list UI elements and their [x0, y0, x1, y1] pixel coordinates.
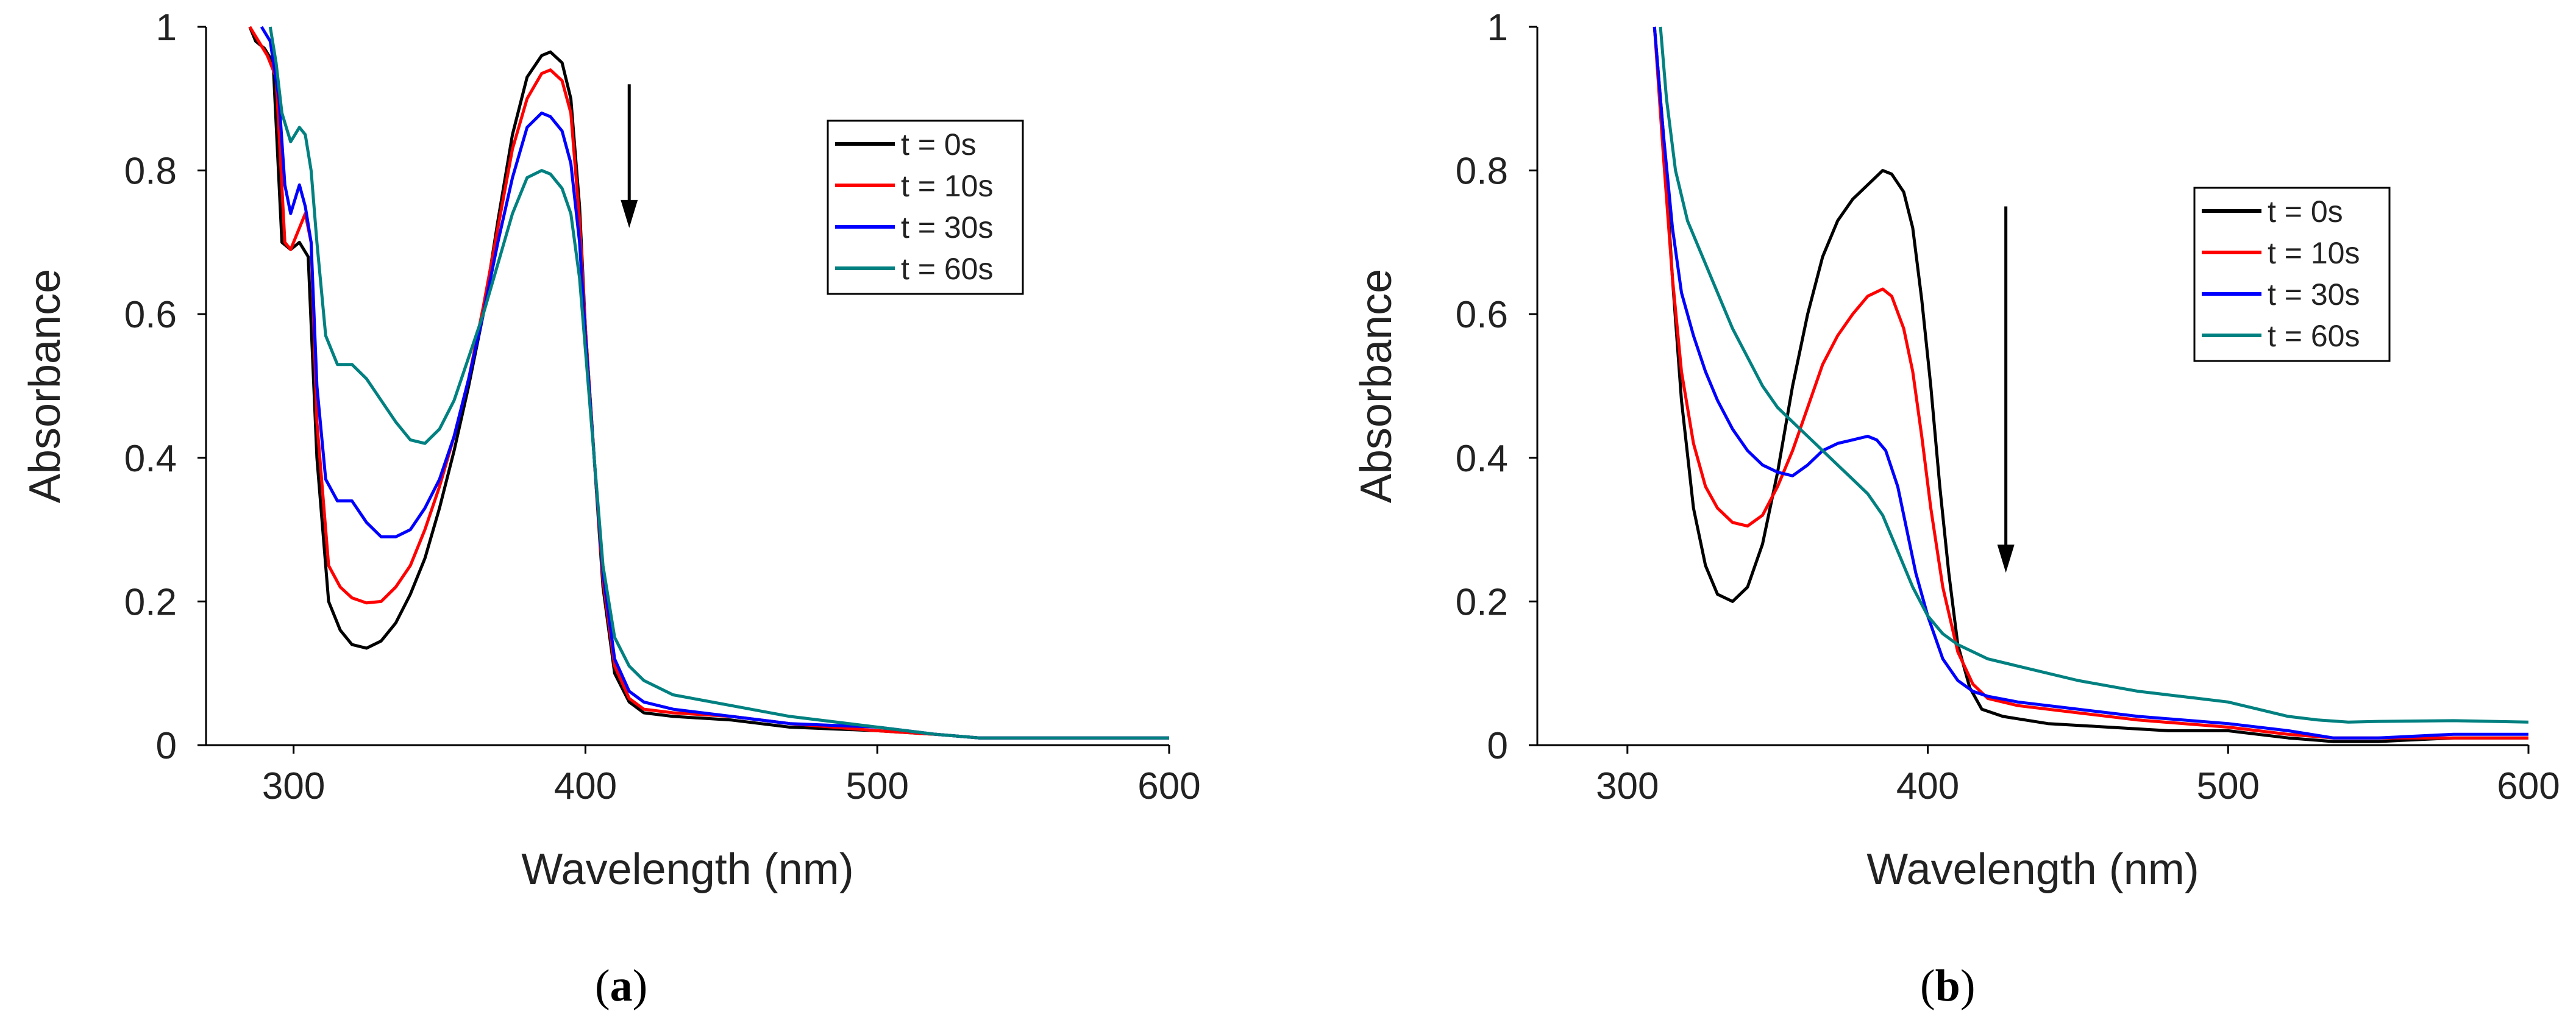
y-tick-label: 1 — [1487, 7, 1508, 49]
x-axis-title: Wavelength (nm) — [1866, 845, 2199, 894]
y-axis-title: Absorbance — [1352, 269, 1401, 503]
legend-label: t = 10s — [2268, 236, 2360, 270]
series-line — [1653, 26, 2528, 740]
trend-arrow-head — [621, 199, 638, 228]
x-tick-label: 400 — [554, 765, 617, 807]
legend-box — [827, 120, 1024, 295]
x-tick-label: 400 — [1896, 765, 1959, 807]
series-line — [260, 26, 1169, 740]
y-tick-label: 0.6 — [124, 294, 177, 336]
x-tick-label: 600 — [2497, 765, 2560, 807]
series-line — [1653, 26, 2528, 740]
plot-area — [248, 26, 1169, 740]
y-tick-label: 0.2 — [1456, 581, 1508, 623]
y-axis-title: Absorbance — [21, 269, 69, 503]
panel-label-a: (a) — [595, 961, 648, 1011]
chart-panel-b: 0 0.2 0.4 0.6 0.8 1 300 400 500 600 Wavelength (nm… — [1352, 7, 2560, 894]
x-tick-label: 500 — [2197, 765, 2260, 807]
y-tick-label: 0 — [156, 725, 177, 767]
y-tick-label: 0.8 — [1456, 151, 1508, 193]
x-tick-label: 300 — [1596, 765, 1659, 807]
series-line — [1659, 26, 2528, 724]
x-tick-label: 300 — [262, 765, 325, 807]
plot-area — [1653, 26, 2528, 743]
y-tick-label: 0.4 — [124, 438, 177, 480]
y-tick-label: 0.8 — [124, 151, 177, 193]
series-line — [268, 26, 1169, 740]
legend-label: t = 30s — [901, 210, 994, 245]
legend-label: t = 60s — [901, 252, 994, 286]
trend-arrow-head — [1997, 545, 2015, 573]
legend: t = 0s t = 10s t = 30s t = 60s — [827, 120, 1024, 295]
legend-label: t = 0s — [901, 127, 977, 162]
y-tick-label: 1 — [156, 7, 177, 49]
y-tick-label: 0.2 — [124, 581, 177, 623]
series-line — [248, 26, 1169, 740]
chart-panel-a: 0 0.2 0.4 0.6 0.8 1 300 400 500 600 Wavelength (nm… — [21, 7, 1201, 894]
legend-label: t = 30s — [2268, 277, 2360, 312]
panel-label-b: (b) — [1920, 961, 1976, 1011]
y-tick-label: 0.4 — [1456, 438, 1508, 480]
series-line — [1653, 26, 2528, 743]
legend-label: t = 10s — [901, 169, 994, 203]
legend: t = 0s t = 10s t = 30s t = 60s — [2193, 187, 2391, 362]
x-tick-label: 500 — [845, 765, 908, 807]
y-tick-label: 0 — [1487, 725, 1508, 767]
legend-label: t = 0s — [2268, 195, 2343, 229]
x-axis-title: Wavelength (nm) — [521, 845, 854, 894]
legend-label: t = 60s — [2268, 319, 2360, 353]
legend-box — [2193, 187, 2391, 362]
x-tick-label: 600 — [1137, 765, 1200, 807]
y-tick-label: 0.6 — [1456, 294, 1508, 336]
